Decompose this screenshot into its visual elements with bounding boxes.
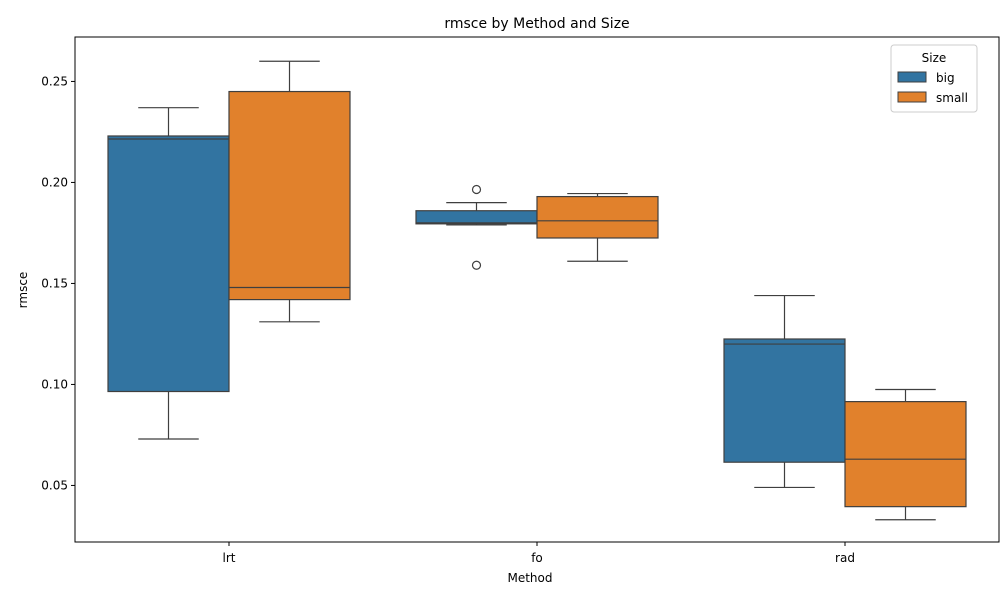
x-tick-label: lrt (223, 551, 236, 565)
box-big-lrt (107, 107, 230, 440)
outlier-point (471, 184, 482, 195)
y-tick-label: 0.10 (41, 377, 68, 391)
legend-title: Size (922, 51, 947, 65)
plot-area (107, 60, 967, 521)
chart-title: rmsce by Method and Size (444, 16, 629, 32)
y-tick-label: 0.25 (41, 74, 68, 88)
y-tick-label: 0.05 (41, 478, 68, 492)
legend-swatch-small (897, 91, 927, 103)
y-axis-label: rmsce (16, 272, 30, 309)
box-big-fo (415, 184, 538, 270)
x-tick-label: fo (531, 551, 543, 565)
outlier-point (471, 260, 482, 270)
legend: Size big small (890, 44, 978, 113)
y-tick-label: 0.15 (41, 276, 68, 290)
y-tick-label: 0.20 (41, 175, 68, 189)
y-axis: 0.05 0.10 0.15 0.20 0.25 (41, 74, 75, 492)
legend-label-small: small (936, 91, 968, 105)
legend-swatch-big (897, 71, 927, 83)
box-small-rad (844, 388, 967, 521)
x-tick-label: rad (835, 551, 855, 565)
box-small-fo (536, 192, 659, 262)
box-iqr (844, 401, 967, 508)
box-iqr (107, 135, 230, 393)
box-big-rad (723, 294, 846, 489)
box-small-lrt (228, 60, 351, 323)
box-iqr (536, 195, 659, 239)
box-iqr (228, 90, 351, 301)
x-axis: lrt fo rad (223, 542, 855, 565)
box-iqr (415, 210, 538, 225)
box-iqr (723, 338, 846, 463)
x-axis-label: Method (507, 571, 552, 585)
legend-label-big: big (936, 71, 955, 85)
